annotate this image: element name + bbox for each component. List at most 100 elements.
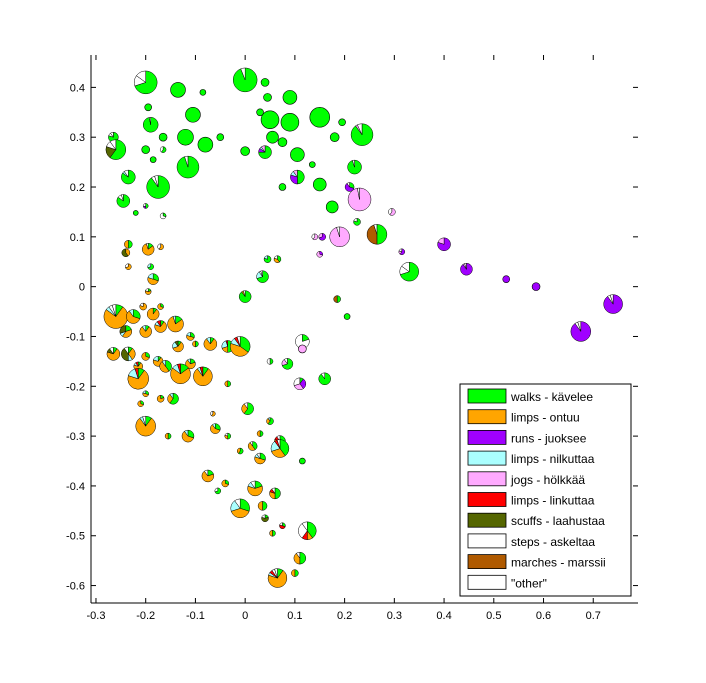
pie-slice [227, 380, 231, 388]
pie-marker [278, 183, 287, 191]
pie-marker [460, 263, 473, 276]
y-tick-label: -0.5 [66, 531, 85, 543]
pie-marker [141, 352, 150, 361]
pie-marker [267, 568, 288, 588]
pie-marker [247, 441, 258, 451]
pie-slice [142, 390, 146, 395]
pie-slice [123, 346, 129, 355]
pie-marker [299, 457, 306, 465]
pie-slice [266, 130, 279, 144]
legend-label: limps - linkuttaa [511, 494, 595, 508]
x-tick-label: 0.7 [586, 610, 601, 622]
pie-slice [201, 470, 215, 483]
pie-slice [263, 255, 268, 260]
pie-slice [136, 70, 146, 83]
pie-marker [282, 90, 298, 105]
pie-marker [230, 498, 250, 519]
pie-marker [214, 487, 221, 495]
pie-slice [266, 358, 271, 365]
pie-slice [193, 368, 213, 386]
pie-marker [116, 194, 131, 208]
pie-slice [141, 325, 146, 333]
pie-marker [106, 347, 121, 361]
pie-marker [291, 569, 299, 577]
pie-slice [147, 277, 159, 285]
pie-slice [376, 224, 388, 245]
pie-glyph-layer [103, 67, 623, 588]
pie-slice [195, 340, 199, 348]
pie-slice [119, 325, 127, 334]
pie-slice [141, 243, 155, 256]
pie-marker [269, 530, 276, 537]
pie-slice [243, 402, 254, 415]
pie-marker [185, 358, 196, 370]
legend-swatch [467, 388, 507, 404]
legend-label: limps - ontuu [511, 411, 580, 425]
pie-slice [273, 255, 278, 260]
legend-swatch [467, 492, 507, 507]
pie-slice [225, 340, 228, 347]
pie-slice [169, 393, 179, 405]
pie-slice [197, 136, 214, 153]
pie-slice [134, 368, 139, 379]
pie-slice [343, 313, 351, 320]
pie-slice [292, 169, 298, 178]
pie-marker [329, 226, 350, 248]
pie-slice [187, 358, 191, 365]
x-tick-label: 0.4 [436, 610, 451, 622]
pie-slice [126, 310, 141, 324]
pie-slice [167, 316, 184, 333]
pie-slice [277, 137, 288, 147]
pie-slice [199, 89, 207, 96]
pie-slice [224, 432, 228, 437]
pie-slice [279, 522, 283, 527]
pie-slice [357, 187, 360, 200]
pie-marker [279, 522, 286, 530]
pie-marker [261, 514, 269, 522]
legend-label: jogs - hölkkää [510, 473, 585, 487]
legend-entry: marches - marssii [467, 554, 606, 570]
pie-marker [353, 218, 361, 226]
pie-marker [177, 128, 194, 146]
pie-marker [266, 130, 279, 144]
pie-slice [142, 203, 146, 208]
pie-marker [290, 147, 305, 162]
pie-slice [170, 82, 186, 98]
pie-slice [159, 361, 170, 373]
legend-entry: limps - ontuu [467, 409, 580, 425]
pie-slice [260, 270, 263, 277]
pie-slice [110, 131, 114, 138]
pie-marker [224, 432, 231, 440]
pie-marker [132, 210, 139, 216]
pie-marker [134, 70, 158, 95]
pie-marker [570, 321, 592, 342]
pie-marker [260, 78, 270, 87]
pie-slice [290, 147, 305, 162]
pie-marker [309, 107, 330, 128]
y-tick-label: 0.3 [70, 132, 85, 144]
pie-slice [282, 90, 298, 105]
pie-slice [132, 210, 139, 216]
pie-slice [109, 139, 127, 160]
pie-slice [352, 159, 355, 168]
pie-slice [128, 240, 133, 249]
pie-slice [307, 521, 317, 539]
pie-marker [298, 521, 317, 540]
pie-marker [181, 429, 195, 443]
pie-marker [149, 156, 157, 163]
pie-slice [128, 309, 134, 318]
pie-marker [147, 273, 159, 285]
pie-slice [236, 336, 241, 347]
pie-marker [270, 439, 290, 458]
y-tick-label: -0.1 [66, 331, 85, 343]
pie-slice [269, 530, 273, 537]
pie-slice [145, 288, 149, 292]
pie-marker [193, 366, 213, 386]
pie-slice [294, 569, 299, 577]
pie-slice [274, 487, 281, 500]
pie-marker [240, 146, 250, 156]
pie-slice [157, 243, 161, 250]
pie-marker [172, 340, 184, 353]
pie-slice [336, 226, 340, 237]
